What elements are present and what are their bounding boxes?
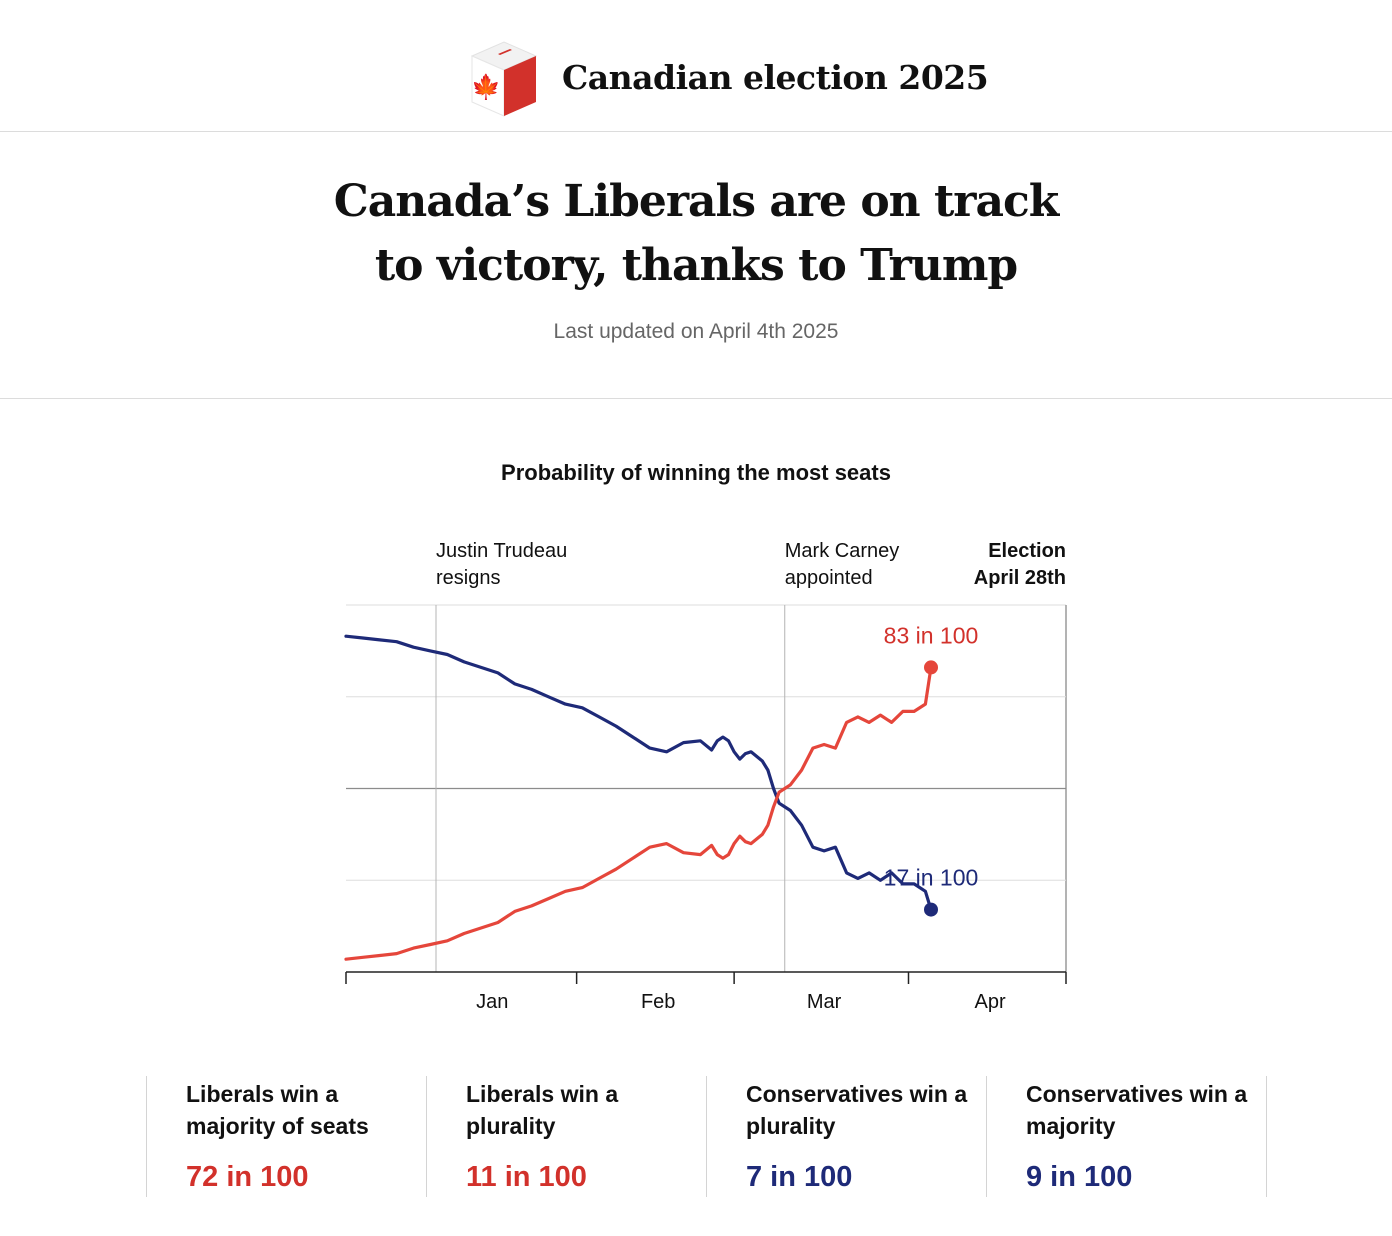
outcome-cards: Liberals win a majority of seats 72 in 1… [146, 1076, 1267, 1197]
x-tick-label: Jan [476, 991, 508, 1013]
outcome-label: Liberals win a plurality [466, 1081, 619, 1139]
liberal-end-label: 83 in 100 [884, 622, 979, 648]
liberal-series-line [344, 665, 933, 961]
event-label-line-2: April 28th [974, 567, 1066, 589]
headline-line-1: Canada’s Liberals are on track [333, 176, 1060, 227]
outcome-label: Liberals win a majority of seats [186, 1081, 369, 1139]
site-brand[interactable]: Canadian election 2025 [562, 58, 989, 97]
site-header: 🍁 Canadian election 2025 [0, 0, 1392, 132]
conservative-end-point [924, 902, 938, 917]
event-label-line-2: resigns [436, 567, 500, 589]
chart-title: Probability of winning the most seats [501, 460, 891, 485]
headline: Canada’s Liberals are on track to victor… [0, 170, 1392, 298]
outcome-label: Conservatives win a majority [1026, 1081, 1248, 1139]
event-label-line-2: appointed [785, 567, 873, 589]
event-label-line-1: Mark Carney [785, 540, 899, 562]
headline-line-2: to victory, thanks to Trump [374, 240, 1018, 291]
x-tick-label: Mar [807, 991, 842, 1013]
conservative-end-label: 17 in 100 [884, 865, 979, 891]
event-label-line-1: Election [988, 540, 1066, 562]
article-header: Canada’s Liberals are on track to victor… [0, 132, 1392, 399]
probability-chart: Justin Trudeau resigns Mark Carney appointe… [344, 540, 1067, 1013]
x-tick-label: Apr [975, 991, 1006, 1013]
maple-leaf-icon: 🍁 [471, 73, 501, 101]
x-tick-label: Feb [641, 991, 675, 1013]
outcome-label: Conservatives win a plurality [746, 1081, 968, 1139]
outcome-value: 9 in 100 [1026, 1161, 1133, 1193]
outcome-card: Liberals win a majority of seats 72 in 1… [146, 1076, 426, 1197]
conservative-series-line [344, 634, 933, 912]
liberal-end-point [924, 660, 938, 675]
outcome-value: 72 in 100 [186, 1161, 309, 1193]
ballot-box-logo: 🍁 [470, 41, 538, 117]
outcome-value: 11 in 100 [466, 1161, 587, 1193]
outcome-value: 7 in 100 [746, 1161, 853, 1193]
last-updated: Last updated on April 4th 2025 [553, 320, 839, 343]
event-label-line-1: Justin Trudeau [436, 540, 567, 562]
outcome-card: Conservatives win a majority 9 in 100 [986, 1076, 1267, 1197]
outcome-card: Conservatives win a plurality 7 in 100 [706, 1076, 986, 1197]
outcome-card: Liberals win a plurality 11 in 100 [426, 1076, 706, 1197]
